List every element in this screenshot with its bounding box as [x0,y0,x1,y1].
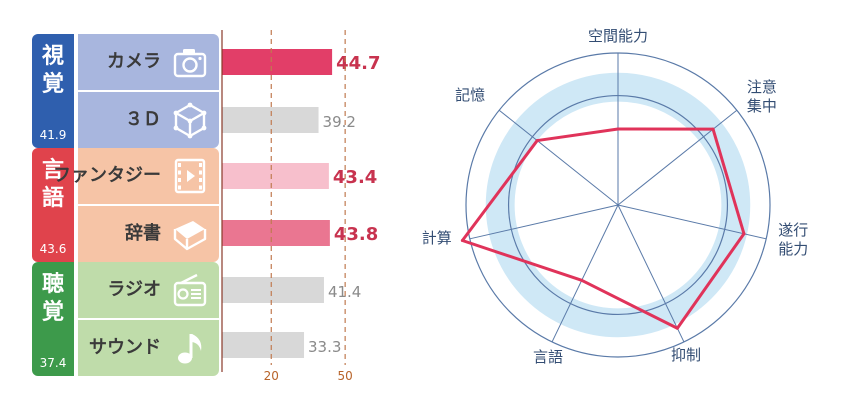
radar-point [742,232,746,236]
group-side: 言語 43.6 [32,148,74,262]
radar-axis-line [498,109,619,206]
group-name-top: 言 [41,158,64,183]
bar [222,277,324,303]
bar-value-label: 43.4 [333,167,377,188]
x-tick-label: 20 [264,369,279,383]
x-tick-label: 50 [338,369,353,383]
radar-axis-label: 空間能力 [588,27,648,45]
radar-point [460,239,464,243]
group-name-bottom: 覚 [41,300,64,325]
category-item: ３Ｄ [78,92,219,148]
group-name-top: 視 [41,44,64,69]
film-icon [174,158,206,194]
bar [222,163,329,189]
radar-point [675,326,679,330]
group-name-top: 聴 [41,272,64,297]
category-item: カメラ [78,34,219,90]
category-label: ラジオ [107,279,161,300]
bar-value-label: 39.2 [323,113,356,131]
group-name-bottom: 語 [41,186,64,211]
category-label: ファンタジー [53,165,161,186]
radar-axis-label: 抑制 [671,346,701,364]
bar [222,332,305,358]
bar-chart: 44.739.243.443.841.433.320 50 [221,30,381,383]
bar-value-label: 33.3 [308,338,341,356]
radar-axis-line [617,204,767,240]
radar-axis-label: 注意集中 [747,78,777,115]
category-item: 辞書 [78,206,219,262]
group-score: 37.4 [39,356,67,370]
book-icon [173,221,207,251]
radar-point [535,139,539,143]
group-score: 41.9 [39,128,67,142]
bar [222,220,330,246]
radar-axis-label: 計算 [422,229,452,247]
category-label: 辞書 [125,223,161,244]
category-group: 視覚 41.9 カメラ ３Ｄ [32,34,219,148]
category-group: 聴覚 37.4 ラジオサウンド [32,262,219,376]
category-item: ファンタジー [53,148,219,204]
radar-point [711,127,715,131]
radar-axis-line [617,204,685,343]
radar-axis-label: 言語 [533,348,563,366]
category-label: カメラ [107,51,161,72]
music-note-icon [178,334,202,364]
radio-icon [173,273,207,307]
camera-icon [173,49,207,78]
radar-axis-label: 記憶 [455,86,485,104]
category-item: サウンド [78,320,219,376]
category-label: サウンド [89,337,161,358]
bar [222,49,333,75]
radar-axis-line [617,109,738,206]
bar-value-label: 44.7 [336,53,380,74]
radar-point [580,278,584,282]
radar-axis-line [551,204,619,343]
bar [222,107,319,133]
category-label: ３Ｄ [125,109,161,130]
radar-axis-line [469,204,619,240]
radar-point [616,127,620,131]
group-score: 43.6 [39,242,67,256]
category-item: ラジオ [78,262,219,318]
group-side: 視覚 41.9 [32,34,74,148]
radar-axis-label: 遂行能力 [778,221,808,258]
radar-series [460,127,746,330]
category-group: 言語 43.6 ファンタジー辞書 [32,148,219,262]
group-name-bottom: 覚 [41,72,64,97]
cube-icon [173,102,207,139]
group-side: 聴覚 37.4 [32,262,74,376]
